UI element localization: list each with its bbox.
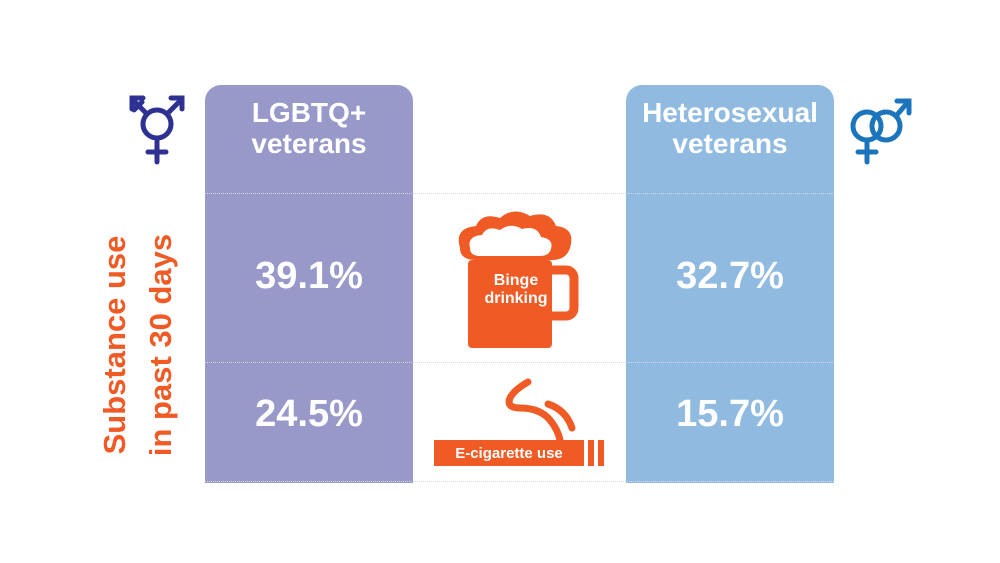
row-divider <box>205 362 834 363</box>
value-lgbtq-e-cigarette: 24.5% <box>255 393 363 435</box>
lgbtq-header-line1: LGBTQ+ <box>251 97 367 128</box>
heterosexual-symbol-icon <box>850 98 912 165</box>
heterosexual-header-line2: veterans <box>672 128 788 159</box>
heterosexual-column-header: Heterosexual veterans <box>626 97 834 159</box>
binge-drinking-label-line1: Binge <box>493 272 539 289</box>
row-divider <box>205 193 834 194</box>
lgbtq-column-header: LGBTQ+ veterans <box>205 97 413 159</box>
heterosexual-column: Heterosexual veterans <box>626 85 834 483</box>
value-heterosexual-e-cigarette: 15.7% <box>676 393 784 435</box>
cigarette-icon <box>434 378 604 466</box>
binge-drinking-label-line2: drinking <box>484 290 548 307</box>
value-heterosexual-binge-drinking: 32.7% <box>676 255 784 297</box>
lgbtq-column: LGBTQ+ veterans <box>205 85 413 483</box>
lgbtq-header-line2: veterans <box>251 128 367 159</box>
transgender-symbol-icon <box>129 95 185 165</box>
value-lgbtq-binge-drinking: 39.1% <box>255 255 363 297</box>
y-axis-label-line1: Substance use <box>97 235 132 455</box>
y-axis-label: Substance use in past 30 days <box>88 200 188 490</box>
e-cigarette-label: E-cigarette use <box>455 445 563 462</box>
y-axis-label-line2: in past 30 days <box>143 233 178 457</box>
beer-mug-icon <box>458 211 579 348</box>
binge-drinking-label: Binge drinking <box>476 272 556 308</box>
heterosexual-header-line1: Heterosexual <box>642 97 818 128</box>
row-divider <box>205 481 834 482</box>
